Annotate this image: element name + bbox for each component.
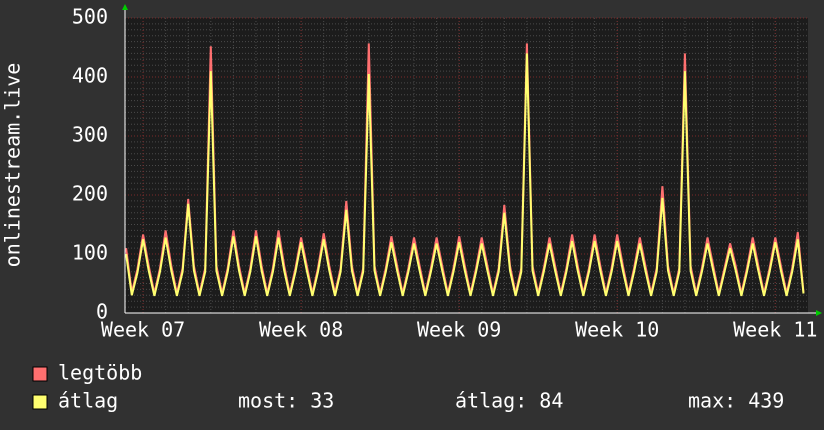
x-tick-label: Week 10 [575, 318, 659, 342]
y-tick-label: 0 [96, 300, 108, 324]
legend-swatch [32, 394, 48, 410]
y-tick-label: 200 [72, 182, 108, 206]
series-line [125, 53, 805, 297]
x-tick-label: Week 09 [417, 318, 501, 342]
x-tick-label: Week 08 [259, 318, 343, 342]
y-tick-label: 500 [72, 5, 108, 29]
legend-swatch [32, 366, 48, 382]
x-tick-label: Week 11 [733, 318, 817, 342]
y-tick-label: 400 [72, 64, 108, 88]
summary-stat: most: 33 [238, 389, 334, 413]
legend-label: átlag [58, 389, 118, 413]
axis-arrow [816, 310, 822, 316]
x-tick-label: Week 07 [101, 318, 185, 342]
y-tick-label: 300 [72, 123, 108, 147]
legend-label: legtöbb [58, 361, 142, 385]
y-tick-label: 100 [72, 241, 108, 265]
y-axis-label: onlinestream.live [1, 63, 25, 268]
axis-arrow [122, 4, 128, 10]
summary-stat: átlag: 84 [455, 389, 563, 413]
summary-stat: max: 439 [688, 389, 784, 413]
